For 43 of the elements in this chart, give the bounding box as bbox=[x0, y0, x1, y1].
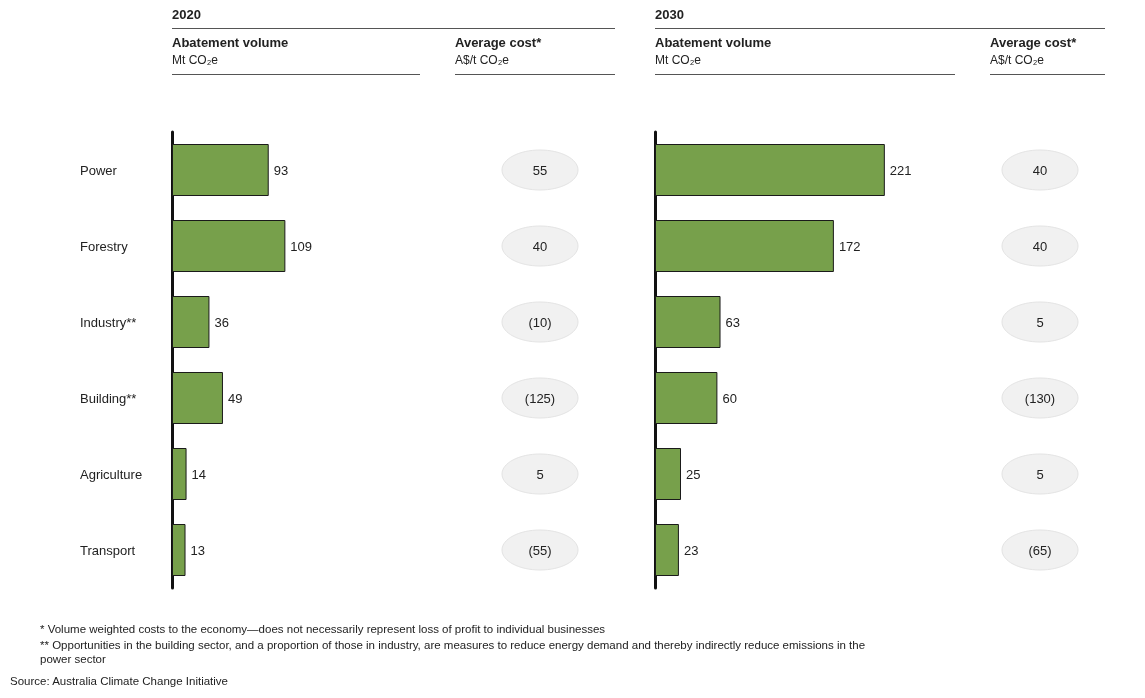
data-label: 40 bbox=[1032, 238, 1048, 254]
data-label: 93 bbox=[273, 162, 289, 178]
data-label: 40 bbox=[532, 238, 548, 254]
y-tick-label: Building** bbox=[80, 390, 137, 406]
data-label: 5 bbox=[536, 466, 544, 482]
data-label: (10) bbox=[528, 314, 552, 330]
data-label: 60 bbox=[722, 390, 737, 406]
data-label: 23 bbox=[683, 542, 699, 558]
text: * Volume weighted costs to the economy—does not necessarily represent loss of profit to individual businesses bbox=[40, 623, 606, 635]
data-label: (65) bbox=[1028, 542, 1052, 558]
data-label: 5 bbox=[1036, 314, 1044, 330]
data-label: 25 bbox=[686, 466, 701, 482]
text: A$/t CO₂e bbox=[990, 53, 1045, 67]
data-label: 5 bbox=[1036, 466, 1044, 482]
text: Average cost* bbox=[990, 35, 1078, 50]
data-label: 40 bbox=[1032, 162, 1048, 178]
data-label: (125) bbox=[524, 390, 556, 406]
chart-title: 2030 bbox=[655, 7, 684, 22]
data-label: 63 bbox=[725, 314, 740, 330]
data-label: 49 bbox=[227, 390, 243, 406]
data-label: 13 bbox=[190, 542, 205, 558]
data-label: (130) bbox=[1024, 390, 1056, 406]
data-label: 172 bbox=[838, 238, 861, 254]
x-axis-title: Mt CO₂e bbox=[172, 53, 219, 67]
y-tick-label: Industry** bbox=[80, 314, 137, 330]
text: Average cost* bbox=[455, 35, 543, 50]
chart-subtitle: Abatement volume bbox=[172, 35, 289, 50]
chart-title: 2020 bbox=[172, 7, 201, 22]
text: A$/t CO₂e bbox=[455, 53, 510, 67]
data-label: 221 bbox=[889, 162, 912, 178]
data-label: 36 bbox=[214, 314, 229, 330]
data-label: 55 bbox=[532, 162, 548, 178]
x-axis-title: Mt CO₂e bbox=[655, 53, 702, 67]
source-note: Source: Australia Climate Change Initiative bbox=[10, 675, 228, 687]
data-label: 14 bbox=[191, 466, 207, 482]
y-tick-label: Agriculture bbox=[80, 466, 143, 482]
data-label: 109 bbox=[290, 238, 313, 254]
y-tick-label: Forestry bbox=[80, 238, 129, 254]
y-tick-label: Power bbox=[80, 162, 118, 178]
chart-subtitle: Abatement volume bbox=[655, 35, 772, 50]
text: ** Opportunities in the building sector, and a proportion of those in industry, are measures to reduce energy demand and thereby indirectly reduce emissions in the power sector bbox=[40, 639, 869, 665]
data-label: (55) bbox=[528, 542, 552, 558]
y-tick-label: Transport bbox=[80, 542, 136, 558]
